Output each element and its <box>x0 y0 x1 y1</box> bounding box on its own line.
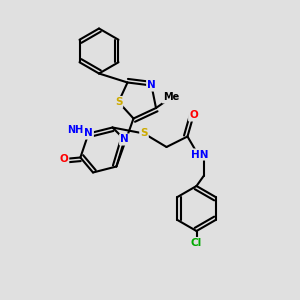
Text: NH: NH <box>67 125 83 136</box>
Text: Cl: Cl <box>191 238 202 248</box>
Text: S: S <box>115 97 122 107</box>
Text: N: N <box>120 134 129 145</box>
Text: O: O <box>189 110 198 121</box>
Text: N: N <box>84 128 93 139</box>
Text: HN: HN <box>191 149 208 160</box>
Text: S: S <box>140 128 148 139</box>
Text: O: O <box>59 154 68 164</box>
Text: N: N <box>147 80 156 91</box>
Text: Me: Me <box>163 92 179 103</box>
